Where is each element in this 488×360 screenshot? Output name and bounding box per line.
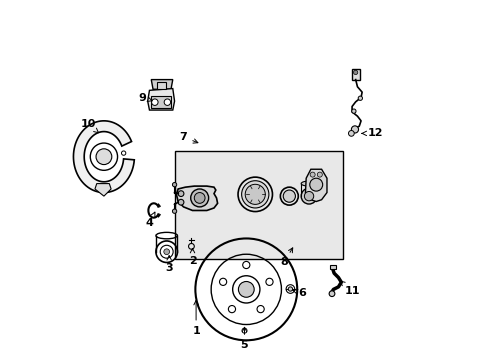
Polygon shape [151,80,172,89]
Polygon shape [305,169,326,202]
Text: 10: 10 [81,120,98,133]
Text: 11: 11 [340,281,359,296]
Bar [329,265,336,269]
Bar [174,151,343,259]
Ellipse shape [283,190,295,202]
Text: 1: 1 [192,300,200,336]
Text: 3: 3 [165,256,173,273]
Circle shape [151,99,158,105]
Circle shape [190,189,208,207]
Circle shape [163,249,169,255]
Circle shape [172,183,176,187]
Circle shape [241,181,268,208]
Circle shape [194,193,204,203]
Circle shape [351,109,355,113]
Circle shape [164,99,170,105]
Text: 7: 7 [179,132,198,143]
Circle shape [304,192,313,201]
Circle shape [301,188,316,204]
Circle shape [96,149,112,165]
Polygon shape [151,96,171,108]
Circle shape [287,287,292,291]
Polygon shape [73,121,134,193]
Text: 4: 4 [145,212,155,228]
Text: 2: 2 [188,248,196,266]
Text: 8: 8 [280,248,292,267]
Circle shape [244,184,265,204]
Circle shape [90,143,117,170]
Circle shape [309,172,314,177]
Circle shape [357,96,362,100]
Circle shape [348,131,353,136]
Circle shape [351,126,358,133]
Ellipse shape [301,181,316,186]
Polygon shape [176,186,217,211]
Circle shape [317,172,322,177]
Text: 12: 12 [361,129,383,138]
Circle shape [238,282,254,297]
Polygon shape [95,184,111,196]
Circle shape [309,178,322,191]
Polygon shape [147,89,174,110]
Circle shape [172,209,176,213]
Text: 5: 5 [240,327,248,350]
Circle shape [353,70,357,75]
Circle shape [328,291,334,297]
Circle shape [178,199,183,205]
Text: 9: 9 [138,93,152,103]
Bar [351,69,359,80]
Text: 6: 6 [292,288,305,298]
Circle shape [178,191,183,197]
Bar [157,82,166,89]
